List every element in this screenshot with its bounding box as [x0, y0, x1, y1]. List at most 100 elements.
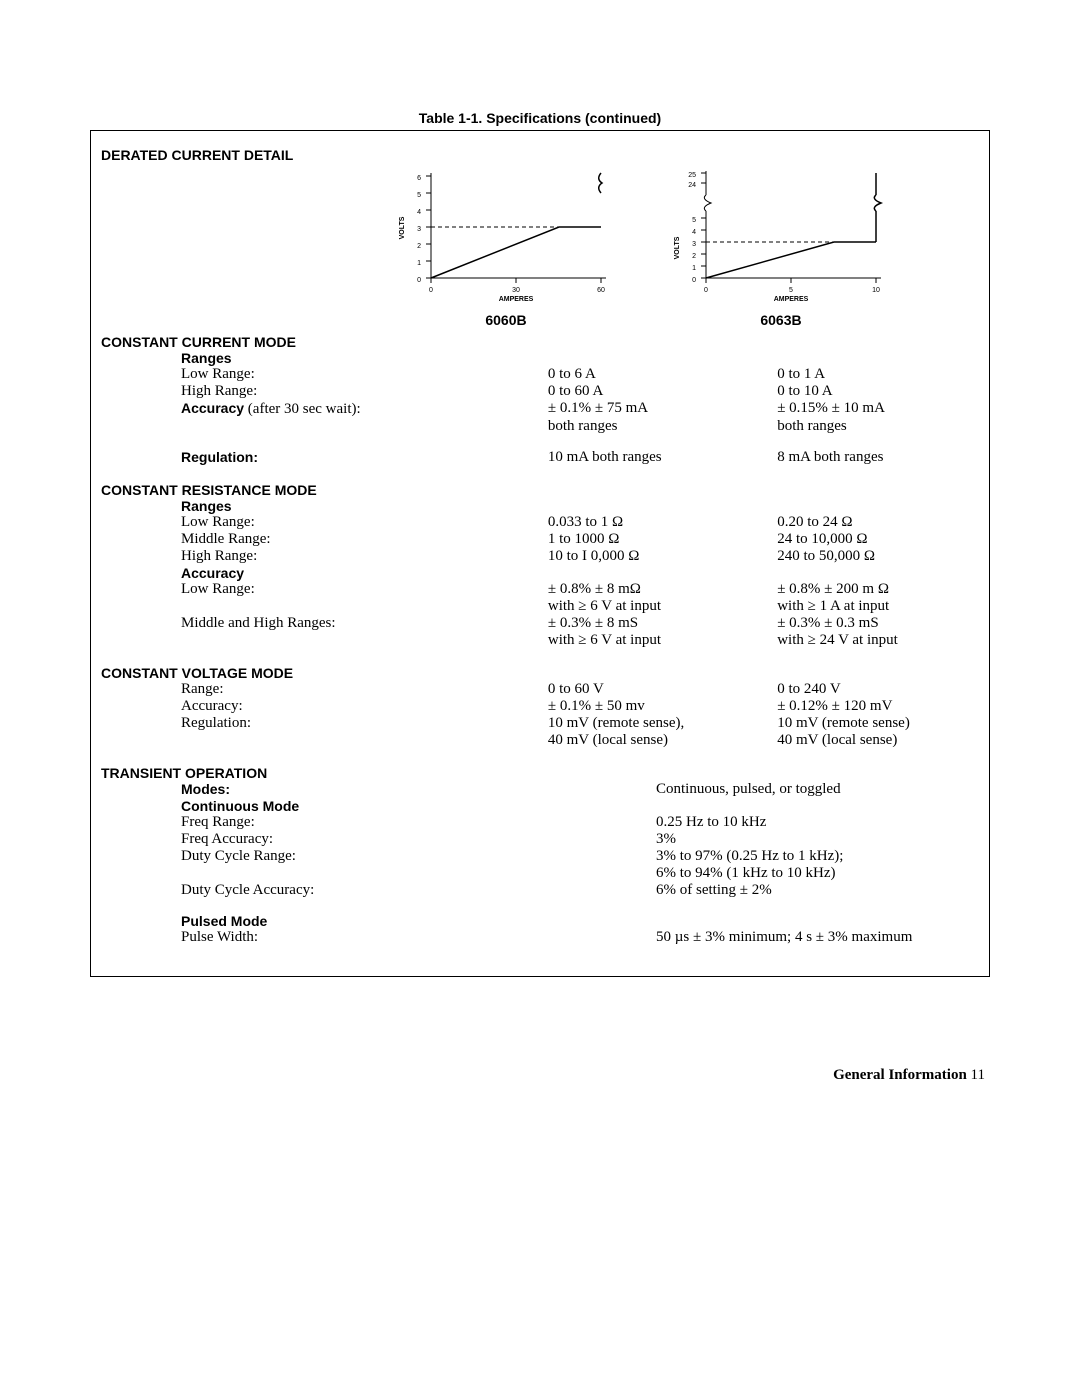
- cr-high-label: High Range:: [101, 548, 548, 565]
- svg-text:VOLTS: VOLTS: [399, 216, 406, 239]
- to-freq-acc-val: 3%: [656, 831, 979, 848]
- cv-range-c: 0 to 240 V: [777, 681, 979, 698]
- cv-acc-b: ± 0.1% ± 50 mv: [548, 698, 777, 715]
- cc-reg-b: 10 mA both ranges: [548, 449, 777, 466]
- cv-reg-c1: 10 mV (remote sense): [777, 715, 979, 732]
- cv-reg-b1: 10 mV (remote sense),: [548, 715, 777, 732]
- cc-reg-c: 8 mA both ranges: [777, 449, 979, 466]
- svg-text:2: 2: [692, 253, 696, 260]
- cc-reg-label: Regulation:: [101, 449, 548, 466]
- cv-range-b: 0 to 60 V: [548, 681, 777, 698]
- to-cont-title: Continuous Mode: [101, 798, 656, 814]
- svg-text:10: 10: [872, 287, 880, 294]
- cc-acc-b2: both ranges: [548, 418, 777, 435]
- cc-title: CONSTANT CURRENT MODE: [101, 334, 979, 350]
- cc-acc-c1: ± 0.15% ± 10 mA: [777, 400, 979, 418]
- svg-text:2: 2: [417, 243, 421, 250]
- svg-text:1: 1: [692, 265, 696, 272]
- cr-mid-c: 24 to 10,000 Ω: [777, 531, 979, 548]
- table-title: Table 1-1. Specifications (continued): [90, 110, 990, 126]
- to-modes-val: Continuous, pulsed, or toggled: [656, 781, 979, 798]
- cr-amh-b2: with ≥ 6 V at input: [548, 632, 777, 649]
- chart-6063b: 0 1 2 3 4 5 24 25 0 5 10 AMPERES VOLTS 6…: [671, 163, 891, 328]
- cc-low-c: 0 to 1 A: [777, 366, 979, 383]
- page-footer: General Information 11: [90, 1067, 990, 1084]
- cc-acc-label: Accuracy (after 30 sec wait):: [101, 400, 548, 418]
- svg-text:AMPERES: AMPERES: [499, 296, 534, 303]
- svg-text:5: 5: [417, 192, 421, 199]
- cc-low-label: Low Range:: [101, 366, 548, 383]
- chart-label-6060b: 6060B: [396, 312, 616, 328]
- to-pw-label: Pulse Width:: [101, 929, 656, 946]
- cv-acc-label: Accuracy:: [101, 698, 548, 715]
- cr-ranges-label: Ranges: [101, 498, 581, 514]
- cc-acc-c2: both ranges: [777, 418, 979, 435]
- svg-text:3: 3: [417, 226, 421, 233]
- svg-text:30: 30: [512, 287, 520, 294]
- cr-mid-b: 1 to 1000 Ω: [548, 531, 777, 548]
- to-duty-acc-label: Duty Cycle Accuracy:: [101, 882, 656, 899]
- cr-amh-b1: ± 0.3% ± 8 mS: [548, 615, 777, 632]
- cr-alow-c2: with ≥ 1 A at input: [777, 598, 979, 615]
- svg-text:0: 0: [417, 277, 421, 284]
- cc-ranges-label: Ranges: [101, 350, 581, 366]
- to-duty-range-label: Duty Cycle Range:: [101, 848, 656, 865]
- svg-text:1: 1: [417, 260, 421, 267]
- svg-text:60: 60: [597, 287, 605, 294]
- svg-text:5: 5: [789, 287, 793, 294]
- cc-high-label: High Range:: [101, 383, 548, 400]
- svg-text:0: 0: [704, 287, 708, 294]
- cv-reg-label: Regulation:: [101, 715, 548, 732]
- cr-alow-b1: ± 0.8% ± 8 mΩ: [548, 581, 777, 598]
- charts-row: 0 1 2 3 4 5 6 0 30 60 AMPERES VOLTS 6060…: [396, 163, 979, 328]
- to-freq-acc-label: Freq Accuracy:: [101, 831, 656, 848]
- cr-amh-label: Middle and High Ranges:: [101, 615, 548, 632]
- cc-high-c: 0 to 10 A: [777, 383, 979, 400]
- cr-alow-label: Low Range:: [101, 581, 548, 598]
- svg-text:0: 0: [429, 287, 433, 294]
- cr-alow-b2: with ≥ 6 V at input: [548, 598, 777, 615]
- cv-reg-c2: 40 mV (local sense): [777, 732, 979, 749]
- cr-amh-c2: with ≥ 24 V at input: [777, 632, 979, 649]
- chart-label-6063b: 6063B: [671, 312, 891, 328]
- cr-acc-label: Accuracy: [101, 565, 581, 581]
- svg-text:4: 4: [692, 229, 696, 236]
- cc-high-b: 0 to 60 A: [548, 383, 777, 400]
- cv-range-label: Range:: [101, 681, 548, 698]
- to-pulsed-title: Pulsed Mode: [101, 913, 656, 929]
- svg-text:3: 3: [692, 241, 696, 248]
- cv-acc-c: ± 0.12% ± 120 mV: [777, 698, 979, 715]
- to-duty-range-val2: 6% to 94% (1 kHz to 10 kHz): [656, 865, 979, 882]
- spec-box: DERATED CURRENT DETAIL: [90, 130, 990, 977]
- svg-text:5: 5: [692, 217, 696, 224]
- cc-low-b: 0 to 6 A: [548, 366, 777, 383]
- cr-title: CONSTANT RESISTANCE MODE: [101, 482, 979, 498]
- cc-acc-b1: ± 0.1% ± 75 mA: [548, 400, 777, 418]
- svg-text:VOLTS: VOLTS: [674, 236, 681, 259]
- cr-high-b: 10 to I 0,000 Ω: [548, 548, 777, 565]
- svg-text:25: 25: [688, 172, 696, 179]
- to-duty-range-val1: 3% to 97% (0.25 Hz to 1 kHz);: [656, 848, 979, 865]
- svg-text:4: 4: [417, 209, 421, 216]
- derated-title: DERATED CURRENT DETAIL: [101, 147, 979, 163]
- cr-alow-c1: ± 0.8% ± 200 m Ω: [777, 581, 979, 598]
- cv-title: CONSTANT VOLTAGE MODE: [101, 665, 979, 681]
- to-pw-val: 50 µs ± 3% minimum; 4 s ± 3% maximum: [656, 929, 979, 946]
- cv-reg-b2: 40 mV (local sense): [548, 732, 777, 749]
- to-title: TRANSIENT OPERATION: [101, 765, 979, 781]
- svg-text:0: 0: [692, 277, 696, 284]
- svg-text:6: 6: [417, 175, 421, 182]
- cr-low-c: 0.20 to 24 Ω: [777, 514, 979, 531]
- svg-text:AMPERES: AMPERES: [774, 296, 809, 303]
- chart-6060b: 0 1 2 3 4 5 6 0 30 60 AMPERES VOLTS 6060…: [396, 163, 616, 328]
- to-freq-range-label: Freq Range:: [101, 814, 656, 831]
- cr-amh-c1: ± 0.3% ± 0.3 mS: [777, 615, 979, 632]
- cr-low-label: Low Range:: [101, 514, 548, 531]
- to-modes-label: Modes:: [101, 781, 656, 798]
- cr-low-b: 0.033 to 1 Ω: [548, 514, 777, 531]
- cr-high-c: 240 to 50,000 Ω: [777, 548, 979, 565]
- cr-mid-label: Middle Range:: [101, 531, 548, 548]
- to-duty-acc-val: 6% of setting ± 2%: [656, 882, 979, 899]
- to-freq-range-val: 0.25 Hz to 10 kHz: [656, 814, 979, 831]
- svg-text:24: 24: [688, 182, 696, 189]
